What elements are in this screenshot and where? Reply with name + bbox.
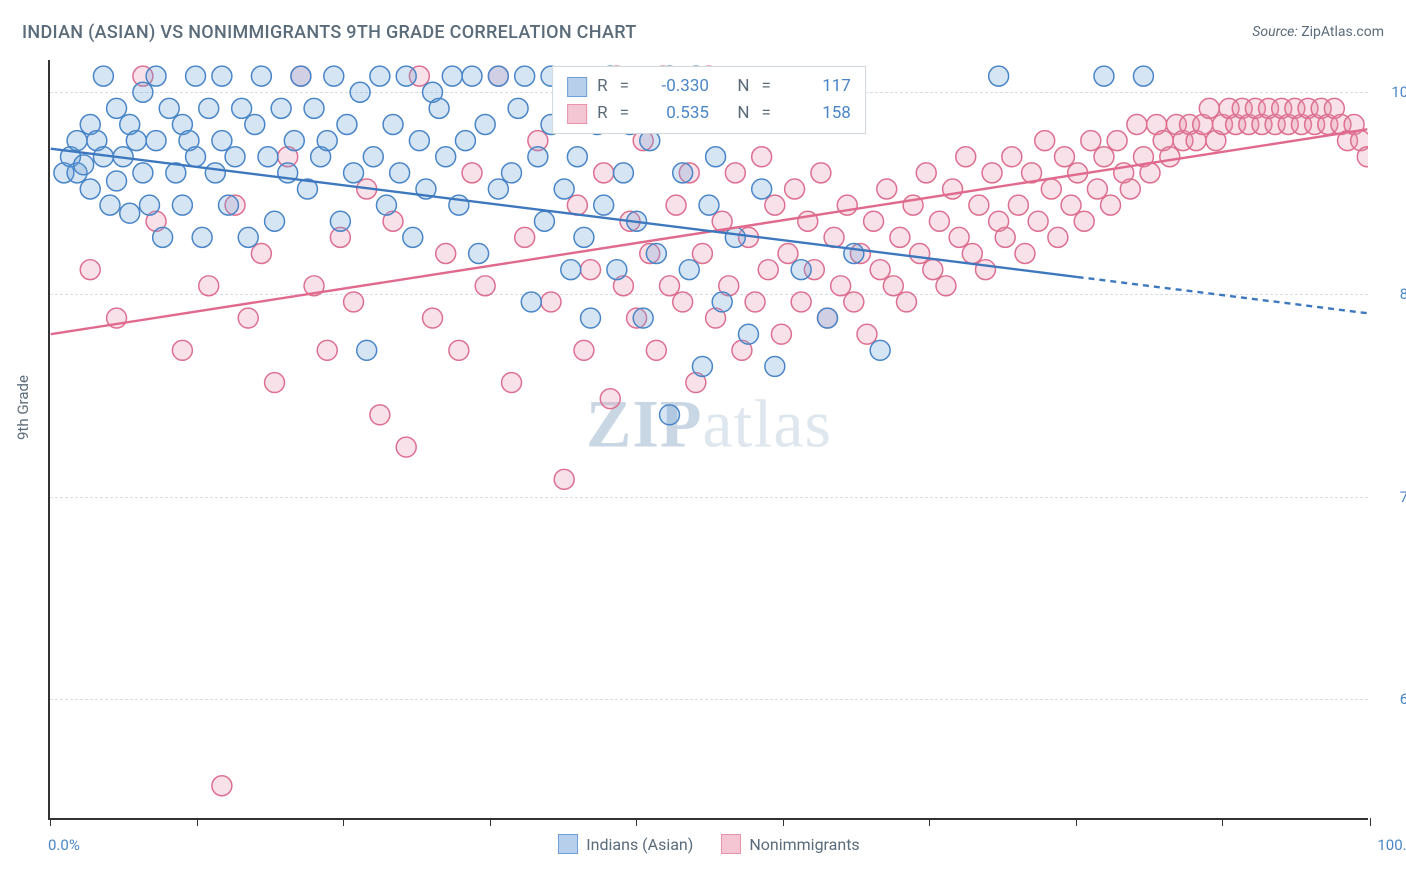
legend-item-blue: Indians (Asian) bbox=[558, 834, 693, 854]
legend-eq: = bbox=[620, 73, 629, 100]
x-tick bbox=[50, 818, 51, 826]
y-tick-label: 87.5% bbox=[1400, 285, 1406, 303]
legend-swatch-pink bbox=[721, 834, 741, 854]
x-tick bbox=[1222, 818, 1223, 826]
trend-lines-layer bbox=[50, 60, 1368, 818]
source-label: Source: bbox=[1252, 24, 1297, 40]
y-tick-label: 62.5% bbox=[1400, 690, 1406, 708]
legend-row-pink: R = 0.535 N = 158 bbox=[567, 100, 851, 127]
y-tick-label: 75.0% bbox=[1400, 488, 1406, 506]
legend-swatch-blue bbox=[558, 834, 578, 854]
source-value: ZipAtlas.com bbox=[1301, 24, 1384, 40]
x-tick bbox=[197, 818, 198, 826]
trend-line-solid bbox=[51, 149, 1078, 277]
y-axis-title: 9th Grade bbox=[14, 375, 32, 440]
trend-line-dashed bbox=[1078, 277, 1368, 313]
legend-eq: = bbox=[762, 73, 771, 100]
x-tick bbox=[490, 818, 491, 826]
x-tick bbox=[1076, 818, 1077, 826]
legend-r-pink: 0.535 bbox=[641, 100, 709, 127]
plot-area: ZIPatlas R = -0.330 N = 117 R = 0.535 N bbox=[48, 60, 1368, 820]
x-axis-label-right: 100.0% bbox=[1377, 836, 1406, 854]
legend-label-blue: Indians (Asian) bbox=[586, 835, 693, 854]
x-tick bbox=[1370, 818, 1371, 826]
legend-r-label: R bbox=[597, 73, 607, 100]
source-attribution: Source: ZipAtlas.com bbox=[1252, 24, 1384, 40]
chart-container: INDIAN (ASIAN) VS NONIMMIGRANTS 9TH GRAD… bbox=[0, 0, 1406, 892]
legend-label-pink: Nonimmigrants bbox=[749, 835, 859, 854]
legend-r-blue: -0.330 bbox=[641, 73, 709, 100]
legend-eq: = bbox=[620, 100, 629, 127]
legend-n-label: N bbox=[737, 73, 749, 100]
x-tick bbox=[783, 818, 784, 826]
legend-n-label: N bbox=[737, 100, 749, 127]
legend-swatch-pink bbox=[567, 104, 587, 124]
x-tick bbox=[343, 818, 344, 826]
legend-eq: = bbox=[762, 100, 771, 127]
legend-item-pink: Nonimmigrants bbox=[721, 834, 859, 854]
chart-title: INDIAN (ASIAN) VS NONIMMIGRANTS 9TH GRAD… bbox=[22, 22, 636, 43]
legend-n-pink: 158 bbox=[783, 100, 851, 127]
x-tick bbox=[636, 818, 637, 826]
series-legend: Indians (Asian) Nonimmigrants bbox=[50, 834, 1368, 854]
x-tick bbox=[929, 818, 930, 826]
legend-r-label: R bbox=[597, 100, 607, 127]
legend-n-blue: 117 bbox=[783, 73, 851, 100]
correlation-legend: R = -0.330 N = 117 R = 0.535 N = 158 bbox=[552, 66, 866, 134]
y-tick-label: 100.0% bbox=[1391, 83, 1406, 101]
legend-swatch-blue bbox=[567, 77, 587, 97]
legend-row-blue: R = -0.330 N = 117 bbox=[567, 73, 851, 100]
